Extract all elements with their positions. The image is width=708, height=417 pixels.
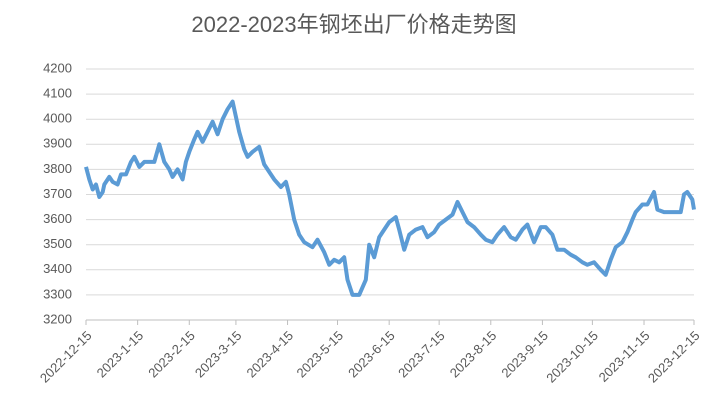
- y-tick-label: 3300: [43, 286, 72, 301]
- x-tick-label: 2023-2-15: [145, 328, 198, 381]
- x-tick-label: 2023-5-15: [294, 328, 347, 381]
- data-line: [84, 99, 696, 297]
- y-tick-label: 3400: [43, 261, 72, 276]
- x-tick-label: 2023-1-15: [94, 328, 147, 381]
- x-tick-label: 2023-6-15: [345, 328, 398, 381]
- y-tick-label: 3700: [43, 186, 72, 201]
- y-tick-label: 3800: [43, 161, 72, 176]
- x-tick-label: 2023-10-15: [543, 328, 601, 386]
- y-tick-label: 3500: [43, 236, 72, 251]
- x-tick-label: 2023-7-15: [395, 328, 448, 381]
- x-tick-label: 2023-11-15: [596, 328, 653, 385]
- x-tick-label: 2023-8-15: [447, 328, 500, 381]
- chart-title: 2022-2023年钢坯出厂价格走势图: [191, 12, 516, 37]
- y-tick-label: 4000: [43, 111, 72, 126]
- x-tick-label: 2023-4-15: [244, 328, 297, 381]
- x-tick-label: 2023-3-15: [192, 328, 245, 381]
- y-tick-label: 4100: [43, 86, 72, 101]
- x-tick-label: 2023-12-15: [645, 328, 703, 386]
- x-tick-label: 2022-12-15: [37, 328, 95, 386]
- x-tick-label: 2023-9-15: [498, 328, 551, 381]
- y-tick-label: 3200: [43, 311, 72, 326]
- y-tick-label: 3900: [43, 136, 72, 151]
- y-tick-label: 4200: [43, 60, 72, 75]
- y-tick-label: 3600: [43, 211, 72, 226]
